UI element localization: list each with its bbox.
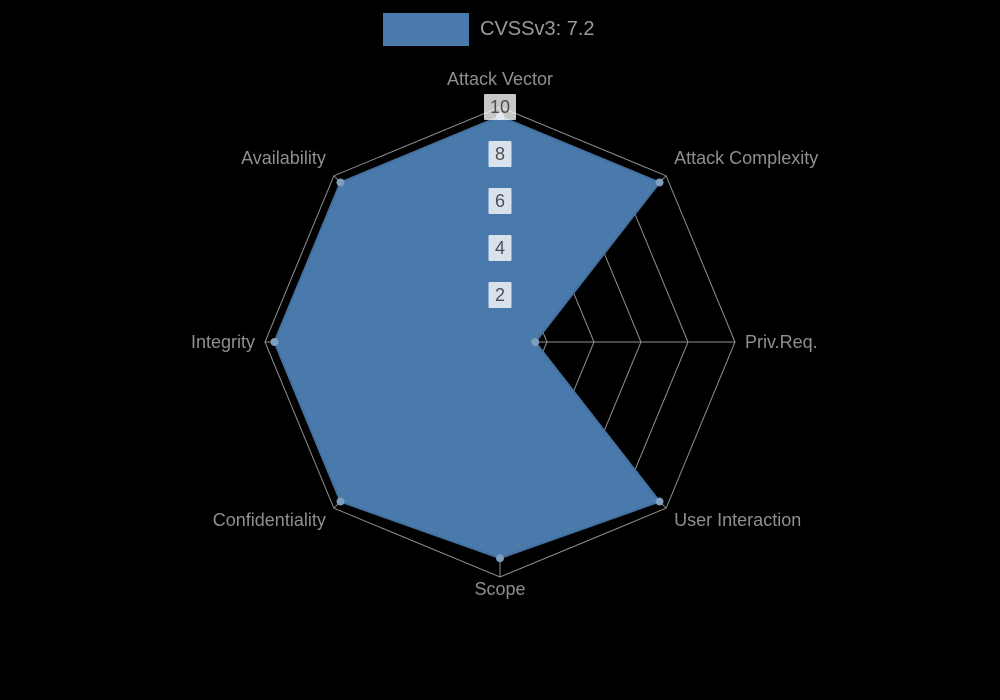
tick-label: 2: [495, 285, 505, 305]
series-point-marker: [655, 497, 664, 506]
tick-backdrop: [488, 188, 512, 214]
tick-labels: 2 4 6 8 10: [484, 94, 516, 308]
series-point-marker: [336, 497, 345, 506]
series-point-marker: [655, 178, 664, 187]
tick-label: 8: [495, 144, 505, 164]
axis-label: Attack Complexity: [674, 148, 818, 168]
legend[interactable]: CVSSv3: 7.2: [383, 13, 595, 46]
axis-label: Scope: [474, 579, 525, 599]
tick-backdrop: [488, 235, 512, 261]
axis-label: Confidentiality: [213, 510, 326, 530]
tick-backdrop: [488, 141, 512, 167]
tick-backdrop: [488, 282, 512, 308]
series-point-marker: [496, 554, 504, 563]
tick-backdrop: [484, 94, 516, 120]
tick-label: 10: [490, 97, 510, 117]
axis-label: User Interaction: [674, 510, 801, 530]
series-point-marker: [531, 338, 540, 346]
legend-label: CVSSv3: 7.2: [480, 18, 595, 40]
axis-label: Integrity: [191, 332, 255, 352]
axis-label: Availability: [241, 148, 326, 168]
legend-swatch: [383, 13, 469, 46]
series-polygon: [273, 115, 661, 560]
series-point-marker: [270, 338, 279, 346]
tick-label: 6: [495, 191, 505, 211]
series-point-marker: [336, 178, 345, 187]
axis-label: Attack Vector: [447, 69, 553, 89]
tick-label: 4: [495, 238, 505, 258]
axis-label: Priv.Req.: [745, 332, 818, 352]
